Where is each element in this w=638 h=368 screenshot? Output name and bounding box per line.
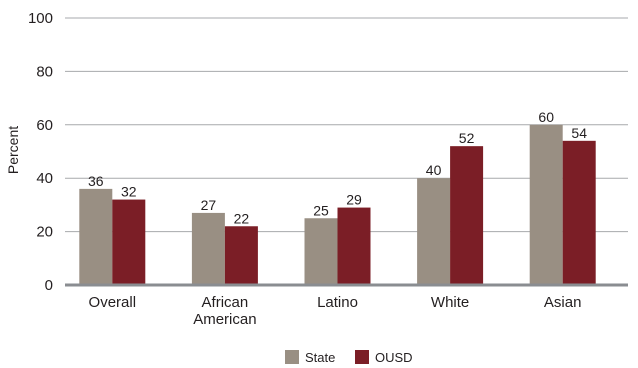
y-tick-labels: 0 20 40 60 80 100 <box>28 10 53 294</box>
y-axis-label: Percent <box>5 126 21 174</box>
data-label: 27 <box>201 197 217 213</box>
bar-state <box>529 124 563 285</box>
bar-ousd <box>450 146 484 285</box>
data-label: 54 <box>571 125 587 141</box>
bar-ousd <box>224 226 258 285</box>
data-label: 60 <box>538 109 554 125</box>
bar-state <box>191 212 225 285</box>
y-tick-label: 20 <box>36 224 53 241</box>
category-labels: Overall African American Latino White Asian <box>89 294 582 328</box>
category-label: African American <box>193 294 256 328</box>
y-tick-label: 100 <box>28 10 53 27</box>
data-label: 22 <box>234 210 250 226</box>
legend-swatch <box>285 350 299 364</box>
legend: State OUSD <box>285 350 413 365</box>
bar-state <box>417 178 451 285</box>
y-tick-label: 40 <box>36 170 53 187</box>
bar-state <box>79 188 113 285</box>
data-label: 40 <box>426 162 442 178</box>
data-label: 52 <box>459 130 475 146</box>
legend-label: State <box>305 350 335 365</box>
y-tick-label: 0 <box>45 277 53 294</box>
legend-swatch <box>355 350 369 364</box>
bar-ousd <box>337 207 371 285</box>
bar-ousd <box>112 199 146 285</box>
bars: 36 32 27 22 25 29 40 52 60 54 <box>79 109 596 285</box>
y-tick-label: 80 <box>36 63 53 80</box>
data-label: 29 <box>346 192 362 208</box>
bar-state <box>304 218 338 285</box>
category-label: Asian <box>544 294 582 311</box>
legend-label: OUSD <box>375 350 413 365</box>
bar-ousd <box>562 140 596 285</box>
data-label: 25 <box>313 202 329 218</box>
category-label: White <box>431 294 469 311</box>
category-label: Overall <box>89 294 137 311</box>
category-label: Latino <box>317 294 358 311</box>
data-label: 32 <box>121 184 137 200</box>
y-tick-label: 60 <box>36 117 53 134</box>
data-label: 36 <box>88 173 104 189</box>
